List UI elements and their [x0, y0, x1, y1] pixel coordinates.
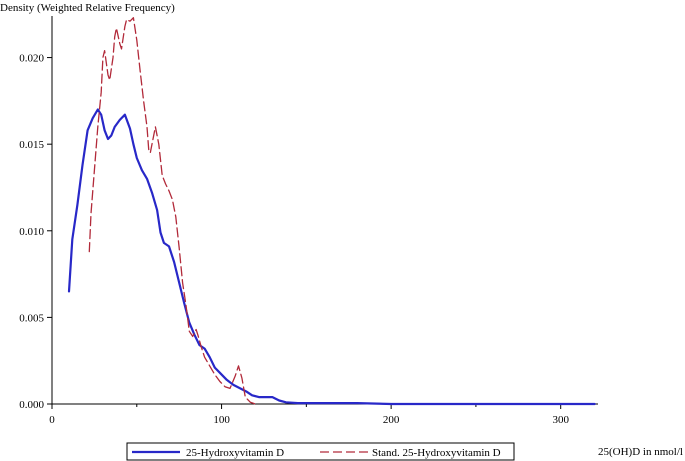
- legend-label-2: Stand. 25-Hydroxyvitamin D: [372, 447, 501, 459]
- legend-label-1: 25-Hydroxyvitamin D: [186, 447, 284, 459]
- series-layer: [67, 17, 596, 406]
- y-tick-label: 0.020: [19, 53, 44, 65]
- y-tick-label: 0.000: [19, 399, 44, 411]
- y-axis-ticks: 0.000 0.005 0.010 0.015 0.020: [19, 53, 52, 411]
- x-axis-ticks: 0 100 200 300: [49, 404, 569, 426]
- y-tick-label: 0.005: [19, 312, 44, 324]
- series-line-1: [67, 108, 596, 406]
- y-tick-label: 0.010: [19, 226, 44, 238]
- y-tick-label: 0.015: [19, 139, 44, 151]
- x-tick-label: 300: [552, 414, 569, 426]
- x-tick-label: 200: [383, 414, 400, 426]
- y-axis-label: Density (Weighted Relative Frequency): [0, 2, 175, 14]
- series-line-2: [88, 17, 257, 405]
- legend: 25-Hydroxyvitamin D Stand. 25-Hydroxyvita…: [132, 447, 501, 459]
- x-tick-label: 0: [49, 414, 55, 426]
- x-axis-label: 25(OH)D in nmol/l: [598, 446, 683, 458]
- x-tick-label: 100: [213, 414, 230, 426]
